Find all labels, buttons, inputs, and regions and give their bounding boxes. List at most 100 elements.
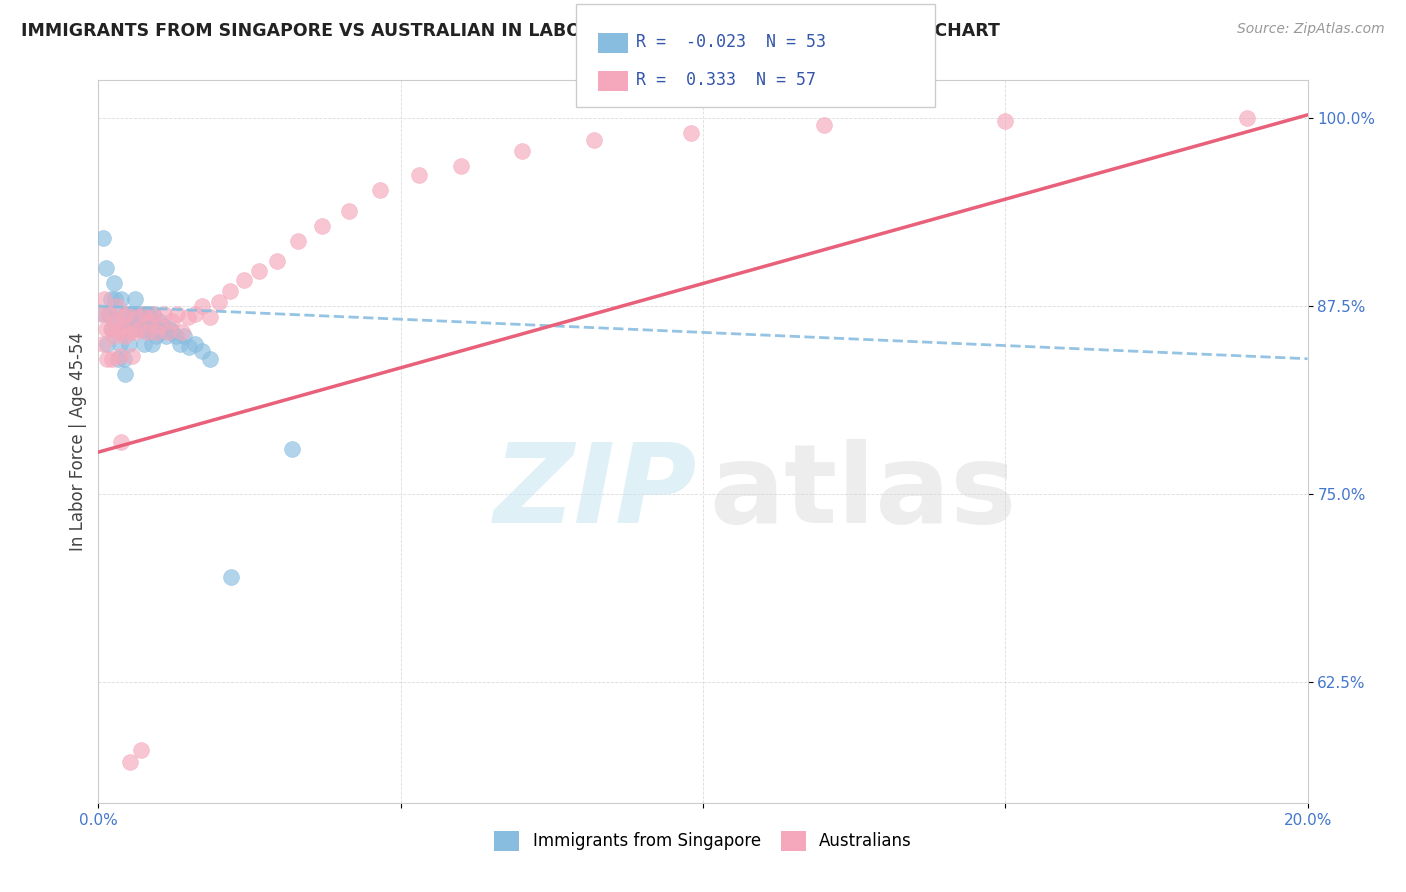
Point [583, 133, 606, 147]
Point [156, 325, 179, 339]
Point [96, 351, 118, 366]
Point [145, 325, 167, 339]
Point [112, 351, 135, 366]
Point [132, 336, 155, 351]
Point [287, 235, 309, 249]
Point [108, 336, 131, 351]
Point [107, 307, 129, 321]
Point [510, 144, 533, 158]
Point [103, 277, 125, 291]
Point [108, 349, 131, 363]
Point [139, 314, 162, 328]
Point [117, 321, 139, 335]
Point [208, 294, 231, 309]
Point [124, 325, 146, 339]
Point [177, 310, 200, 324]
Point [114, 329, 136, 343]
Point [127, 307, 149, 321]
Point [191, 299, 214, 313]
Point [155, 329, 177, 343]
Point [135, 321, 157, 335]
Point [111, 321, 134, 335]
Text: R =  0.333  N = 57: R = 0.333 N = 57 [636, 71, 815, 89]
Point [96, 336, 118, 351]
Point [111, 318, 134, 333]
Point [91, 336, 114, 351]
Point [98, 307, 121, 321]
Point [118, 325, 141, 339]
Text: ZIP: ZIP [494, 439, 697, 546]
Point [94, 321, 117, 335]
Point [94, 261, 117, 276]
Point [103, 329, 125, 343]
Point [139, 321, 162, 335]
Point [143, 321, 166, 335]
Text: atlas: atlas [709, 439, 1017, 546]
Point [125, 310, 148, 324]
Point [129, 307, 152, 321]
Point [191, 344, 214, 359]
Point [93, 307, 115, 321]
Point [152, 318, 174, 333]
Point [1236, 111, 1258, 125]
Point [150, 325, 173, 339]
Point [159, 321, 181, 335]
Point [160, 314, 183, 328]
Point [91, 231, 114, 245]
Point [98, 307, 121, 321]
Point [112, 310, 135, 324]
Point [104, 292, 127, 306]
Point [166, 307, 188, 321]
Point [179, 340, 201, 354]
Point [122, 307, 145, 321]
Point [135, 307, 157, 321]
Point [994, 114, 1017, 128]
Point [679, 126, 702, 140]
Point [114, 367, 136, 381]
Point [160, 325, 183, 339]
Point [200, 310, 222, 324]
Point [148, 318, 170, 333]
Point [141, 336, 163, 351]
Point [118, 336, 141, 351]
Point [121, 349, 143, 363]
Point [145, 329, 167, 343]
Legend: Immigrants from Singapore, Australians: Immigrants from Singapore, Australians [486, 822, 920, 860]
Point [100, 351, 122, 366]
Point [105, 321, 128, 335]
Text: IMMIGRANTS FROM SINGAPORE VS AUSTRALIAN IN LABOR FORCE | AGE 45-54 CORRELATION C: IMMIGRANTS FROM SINGAPORE VS AUSTRALIAN … [21, 22, 1000, 40]
Point [138, 307, 160, 321]
Point [100, 321, 122, 335]
Point [104, 314, 127, 328]
Point [337, 204, 360, 219]
Point [232, 273, 254, 287]
Point [100, 321, 122, 335]
Point [118, 307, 141, 321]
Point [184, 336, 207, 351]
Point [124, 292, 146, 306]
Point [107, 351, 129, 366]
Point [125, 321, 148, 335]
Text: Source: ZipAtlas.com: Source: ZipAtlas.com [1237, 22, 1385, 37]
Point [152, 307, 174, 321]
Point [105, 299, 128, 313]
Point [450, 159, 472, 173]
Point [128, 321, 150, 335]
Point [135, 325, 157, 339]
Point [142, 307, 165, 321]
Point [142, 307, 165, 321]
Point [148, 314, 170, 328]
Point [169, 336, 191, 351]
Y-axis label: In Labor Force | Age 45-54: In Labor Force | Age 45-54 [69, 332, 87, 551]
Point [311, 219, 333, 234]
Point [266, 253, 288, 268]
Point [219, 284, 242, 298]
Point [128, 321, 150, 335]
Point [165, 329, 187, 343]
Text: R =  -0.023  N = 53: R = -0.023 N = 53 [636, 33, 825, 51]
Point [129, 743, 152, 757]
Point [200, 351, 222, 366]
Point [170, 325, 193, 339]
Point [281, 442, 304, 456]
Point [368, 183, 391, 197]
